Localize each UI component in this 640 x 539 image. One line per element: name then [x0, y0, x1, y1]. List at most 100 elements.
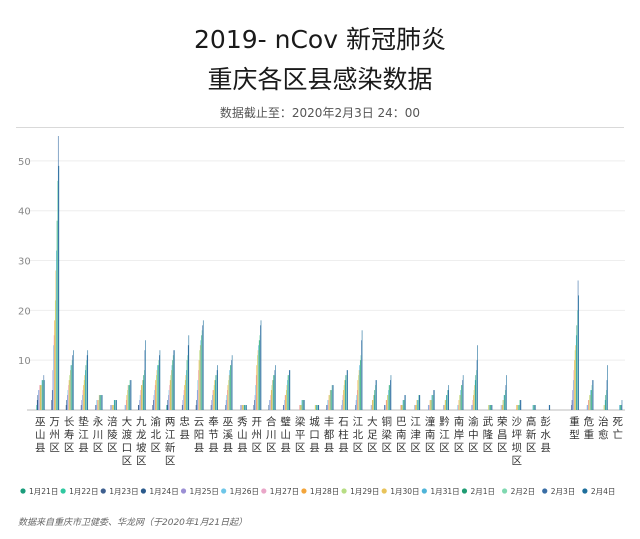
legend-label: 1月23日 [109, 487, 138, 496]
bar [156, 370, 158, 410]
bar [488, 405, 489, 410]
bar [188, 335, 190, 410]
bar [242, 405, 243, 410]
x-tick-label: 武隆区 [483, 415, 494, 454]
bar [373, 395, 374, 410]
bar [68, 380, 70, 410]
bar [217, 365, 218, 410]
bar [198, 370, 199, 410]
bar [198, 360, 200, 410]
bar [504, 395, 505, 410]
bar [269, 400, 271, 410]
bar [254, 395, 256, 410]
legend-swatch [381, 488, 387, 494]
x-tick-label: 万州区 [49, 416, 60, 454]
bar [589, 395, 591, 410]
bar [226, 395, 228, 410]
legend-item: 1月26日 [221, 487, 259, 496]
legend-swatch [140, 488, 146, 494]
legend-label: 2月2日 [511, 487, 536, 496]
bar [342, 395, 344, 410]
legend-label: 2月1日 [470, 487, 495, 496]
legend-item: 2月1日 [461, 487, 495, 496]
legend-label: 2月3日 [551, 487, 576, 496]
bar [445, 400, 447, 410]
bar [417, 400, 418, 410]
bar [97, 400, 98, 410]
bar [199, 350, 200, 410]
legend-swatch [60, 488, 66, 494]
bar [432, 395, 434, 410]
bar [575, 345, 576, 410]
bar [317, 405, 319, 410]
bar [260, 325, 261, 410]
bar [356, 395, 357, 410]
legend-item: 1月28日 [301, 487, 339, 496]
x-tick-label: 江北区 [353, 416, 364, 454]
bar [518, 405, 520, 410]
bar [386, 400, 388, 410]
bar [371, 405, 373, 410]
bar [83, 385, 84, 410]
bar [355, 405, 356, 410]
bar [275, 365, 276, 410]
bar [385, 400, 387, 410]
bar [213, 390, 214, 410]
bar [326, 405, 328, 410]
bar [142, 380, 144, 410]
legend-swatch [100, 488, 106, 494]
bar [402, 400, 404, 410]
bar [67, 390, 69, 410]
bar [489, 405, 491, 410]
bar [619, 405, 621, 410]
bar [316, 405, 317, 410]
bar [86, 360, 87, 410]
bar [471, 405, 472, 410]
bar [243, 405, 244, 410]
x-tick-label: 彭水县 [540, 415, 551, 454]
bar [331, 385, 333, 410]
bar [70, 365, 72, 410]
bar [520, 400, 522, 410]
legend-swatch [20, 488, 26, 494]
bar [152, 405, 154, 410]
bar [575, 335, 577, 410]
bar [400, 405, 401, 410]
legend-item: 1月25日 [180, 487, 219, 496]
y-tick-label: 20 [18, 306, 31, 317]
bar [329, 395, 330, 410]
bar [36, 405, 37, 410]
source-note: 数据来自重庆市卫健委、华龙网（于2020年1月21日起） [18, 518, 248, 528]
bar [80, 405, 82, 410]
bar [573, 370, 575, 410]
bar [405, 395, 406, 410]
bar [314, 405, 316, 410]
legend-label: 1月27日 [270, 487, 299, 496]
bar [253, 405, 255, 410]
bar [169, 380, 171, 410]
bar [341, 400, 343, 410]
bar [127, 390, 128, 410]
bar [41, 385, 42, 410]
bar [173, 350, 175, 410]
bar [289, 370, 291, 410]
bar [586, 405, 588, 410]
bar [126, 395, 128, 410]
bar [402, 405, 403, 410]
bar [331, 390, 332, 410]
bar [54, 300, 56, 410]
bar [159, 355, 160, 410]
x-tick-label: 巴南区 [396, 416, 407, 454]
bar [501, 405, 503, 410]
bar [44, 380, 45, 410]
bar [270, 395, 271, 410]
bar [361, 330, 363, 410]
bar [100, 395, 102, 410]
bar [577, 280, 579, 410]
chart-title-line1: 2019- nCov 新冠肺炎 [194, 25, 446, 54]
x-tick-label: 奉节县 [208, 415, 219, 454]
bar [246, 405, 247, 410]
bar [489, 405, 490, 410]
bar [254, 400, 255, 410]
y-axis-ticks: 10 20 30 40 50 [18, 157, 31, 367]
